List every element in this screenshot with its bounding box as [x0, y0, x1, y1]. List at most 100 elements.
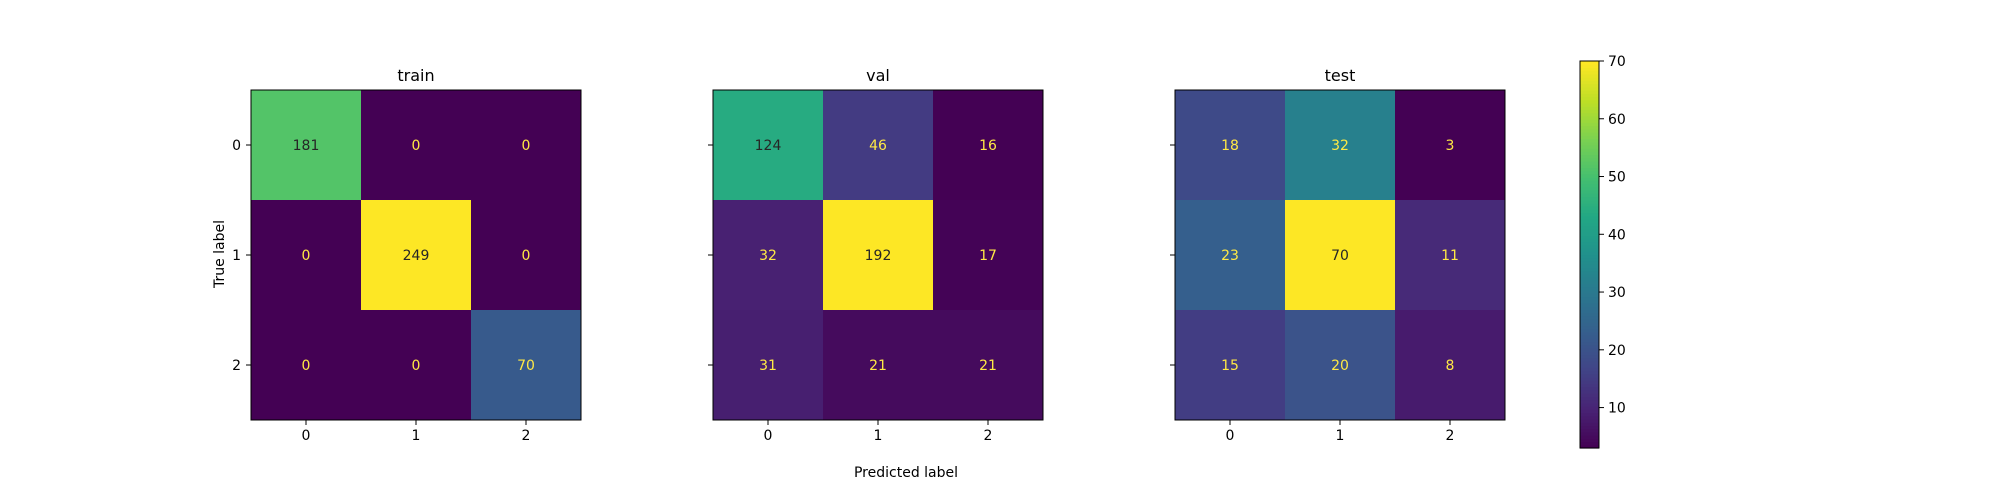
- colorbar-segment: [1580, 444, 1599, 449]
- cell-value-label: 8: [1446, 358, 1455, 374]
- colorbar-segment: [1580, 202, 1599, 207]
- colorbar-segment: [1580, 351, 1599, 356]
- cell-value-label: 3: [1446, 138, 1455, 154]
- colorbar-segment: [1580, 122, 1599, 127]
- x-tick-label: 1: [412, 428, 421, 444]
- heatmap-cell: [251, 310, 361, 420]
- colorbar-segment: [1580, 370, 1599, 375]
- heatmap-cell: [1395, 310, 1505, 420]
- y-tick-label: 0: [232, 138, 241, 154]
- colorbar-segment: [1580, 341, 1599, 346]
- colorbar-segment: [1580, 364, 1599, 368]
- x-tick-label: 2: [1446, 428, 1455, 444]
- colorbar-segment: [1580, 389, 1599, 394]
- heatmap-cell: [823, 90, 933, 200]
- colorbar-segment: [1580, 135, 1599, 139]
- cell-value-label: 0: [302, 248, 311, 264]
- colorbar-segment: [1580, 251, 1599, 256]
- colorbar-tick-label: 40: [1608, 227, 1626, 243]
- colorbar-segment: [1580, 428, 1599, 433]
- heatmap-cell: [933, 310, 1043, 420]
- colorbar-segment: [1580, 331, 1599, 336]
- colorbar-segment: [1580, 73, 1599, 78]
- colorbar-segment: [1580, 167, 1599, 172]
- colorbar-segment: [1580, 386, 1599, 391]
- colorbar-segment: [1580, 90, 1599, 94]
- colorbar-segment: [1580, 119, 1599, 123]
- colorbar-segment: [1580, 215, 1599, 220]
- colorbar-segment: [1580, 315, 1599, 320]
- colorbar-segment: [1580, 328, 1599, 333]
- colorbar-segment: [1580, 102, 1599, 107]
- colorbar-segment: [1580, 306, 1599, 310]
- cell-value-label: 124: [755, 138, 782, 154]
- heatmap-cell: [1285, 310, 1395, 420]
- panel-train: 181 0 0 0 249 0 0 0 70 train 0 1 2 0 1 2: [232, 66, 582, 444]
- colorbar-segment: [1580, 293, 1599, 298]
- heatmap-cell: [933, 200, 1043, 310]
- colorbar-segment: [1580, 225, 1599, 230]
- colorbar-segment: [1580, 296, 1599, 301]
- colorbar-tick-label: 60: [1608, 112, 1626, 128]
- cell-value-label: 46: [869, 138, 887, 154]
- heatmap-cell: [1285, 90, 1395, 200]
- colorbar-segment: [1580, 83, 1599, 88]
- heatmap-cell: [471, 310, 581, 420]
- panel-test: 18 32 3 23 70 11 15 20 8 test 0 1 2: [1170, 66, 1506, 444]
- cell-value-label: 23: [1221, 248, 1239, 264]
- cell-value-label: 15: [1221, 358, 1239, 374]
- cell-value-label: 0: [522, 138, 531, 154]
- cell-value-label: 70: [517, 358, 535, 374]
- colorbar-segment: [1580, 186, 1599, 191]
- colorbar-segment: [1580, 164, 1599, 169]
- colorbar-segment: [1580, 61, 1599, 65]
- colorbar-segment: [1580, 335, 1599, 339]
- colorbar-segment: [1580, 257, 1599, 262]
- colorbar-segment: [1580, 157, 1599, 162]
- heatmap-cell: [361, 310, 471, 420]
- colorbar-segment: [1580, 144, 1599, 149]
- colorbar-segment: [1580, 125, 1599, 130]
- heatmap-cell: [713, 90, 823, 200]
- colorbar-segment: [1580, 422, 1599, 427]
- colorbar-segment: [1580, 67, 1599, 72]
- colorbar-segment: [1580, 425, 1599, 430]
- panel-title: val: [866, 66, 890, 85]
- colorbar-segment: [1580, 196, 1599, 201]
- colorbar-segment: [1580, 325, 1599, 330]
- colorbar-segment: [1580, 267, 1599, 272]
- cell-value-label: 0: [302, 358, 311, 374]
- cell-value-label: 32: [1331, 138, 1349, 154]
- colorbar-segment: [1580, 183, 1599, 188]
- heatmap-cell: [1285, 200, 1395, 310]
- colorbar-segment: [1580, 412, 1599, 417]
- heatmap-cell: [361, 200, 471, 310]
- heatmap-cell: [361, 90, 471, 200]
- colorbar-segment: [1580, 435, 1599, 439]
- colorbar-segment: [1580, 260, 1599, 265]
- colorbar-segment: [1580, 151, 1599, 156]
- colorbar-segment: [1580, 128, 1599, 133]
- colorbar-segment: [1580, 309, 1599, 314]
- cell-value-label: 181: [293, 138, 320, 154]
- heatmap-cell: [251, 90, 361, 200]
- colorbar-segment: [1580, 399, 1599, 404]
- colorbar-segment: [1580, 141, 1599, 146]
- cell-value-label: 21: [979, 358, 997, 374]
- colorbar-segment: [1580, 193, 1599, 198]
- colorbar-segment: [1580, 322, 1599, 327]
- colorbar-segment: [1580, 99, 1599, 104]
- colorbar-segment: [1580, 109, 1599, 114]
- colorbar-segment: [1580, 302, 1599, 307]
- colorbar-segment: [1580, 283, 1599, 288]
- colorbar-segment: [1580, 64, 1599, 69]
- heatmap-cell: [823, 200, 933, 310]
- colorbar-frame: [1579, 60, 1600, 449]
- colorbar-segment: [1580, 338, 1599, 343]
- colorbar-segment: [1580, 231, 1599, 236]
- heatmap-cell: [823, 310, 933, 420]
- cell-value-label: 16: [979, 138, 997, 154]
- colorbar-segment: [1580, 354, 1599, 359]
- colorbar-segment: [1580, 138, 1599, 143]
- x-tick-label: 0: [302, 428, 311, 444]
